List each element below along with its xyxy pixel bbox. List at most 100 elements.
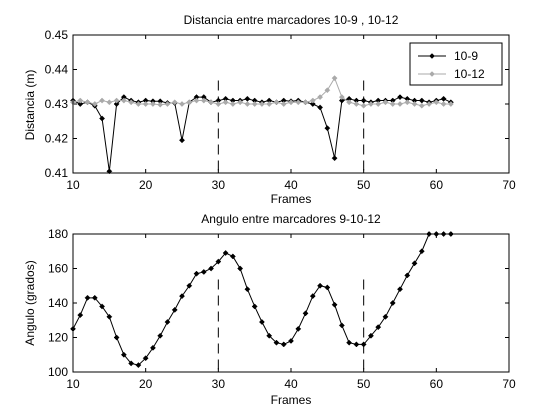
data-point (77, 312, 84, 319)
data-point (200, 97, 207, 104)
x-tick-label: 20 (139, 377, 153, 391)
data-point (222, 250, 229, 256)
data-point (375, 324, 382, 331)
x-tick-label: 60 (430, 178, 444, 192)
data-point (193, 97, 200, 104)
legend-swatch-marker (429, 71, 435, 77)
data-point (171, 99, 178, 106)
data-point (244, 95, 251, 102)
data-point (397, 286, 403, 293)
distance-chart-ylabel: Distancia (m) (23, 70, 37, 141)
x-tick-label: 20 (139, 178, 153, 192)
data-point (317, 104, 324, 111)
data-point (302, 99, 309, 106)
data-point (288, 99, 294, 106)
data-point (164, 101, 171, 107)
data-point (113, 334, 120, 341)
data-point (273, 99, 280, 106)
angle-chart-title: Angulo entre marcadores 9-10-12 (201, 212, 381, 226)
angle-chart-ylabel: Angulo (grados) (23, 260, 37, 345)
y-tick-label: 120 (48, 331, 68, 345)
data-point (418, 248, 425, 255)
data-point (331, 75, 338, 82)
x-tick-label: 50 (357, 178, 371, 192)
data-point (440, 95, 447, 102)
data-point (309, 97, 316, 104)
y-tick-label: 140 (48, 296, 68, 310)
data-point (440, 101, 447, 107)
y-tick-label: 100 (48, 365, 68, 379)
data-point (273, 339, 280, 346)
data-point (353, 101, 360, 107)
data-point (346, 99, 353, 106)
data-point (418, 97, 425, 104)
x-tick-label: 30 (212, 178, 226, 192)
x-tick-label: 70 (502, 377, 516, 391)
data-point (171, 306, 178, 313)
data-point (426, 101, 433, 107)
data-point (331, 155, 338, 162)
angle-chart-frame (72, 233, 510, 373)
y-tick-label: 180 (48, 227, 68, 241)
data-point (113, 101, 120, 107)
data-point (331, 301, 338, 308)
legend-entry-10-9: 10-9 (418, 49, 478, 63)
legend-label: 10-9 (454, 49, 478, 63)
series-line (72, 233, 451, 366)
data-point (317, 282, 324, 289)
distance-chart-frame (72, 34, 510, 174)
data-point (142, 101, 149, 107)
data-point (77, 101, 84, 107)
y-tick-label: 0.44 (45, 63, 69, 77)
data-point (353, 341, 360, 348)
x-tick-label: 30 (212, 377, 226, 391)
data-point (120, 351, 127, 358)
data-point (106, 313, 113, 320)
data-point (142, 355, 149, 362)
data-point (280, 101, 287, 107)
data-point (237, 265, 244, 272)
y-tick-label: 0.43 (45, 97, 69, 111)
data-point (164, 319, 171, 325)
y-tick-label: 0.41 (45, 166, 69, 180)
data-point (258, 319, 265, 325)
data-point (338, 94, 345, 101)
angle-chart: Angulo entre marcadores 9-10-12 Angulo (… (23, 212, 516, 407)
data-point (404, 272, 411, 279)
data-point (338, 97, 345, 104)
data-point (229, 253, 236, 260)
data-point (266, 332, 273, 339)
data-point (149, 344, 156, 351)
data-point (244, 286, 251, 293)
data-point (186, 282, 193, 289)
data-point (91, 294, 98, 301)
data-point (317, 94, 324, 101)
data-point (411, 101, 418, 107)
data-point (84, 99, 91, 106)
data-point (179, 137, 185, 144)
legend-swatch-marker (429, 53, 435, 59)
data-point (179, 293, 185, 300)
series-angle (70, 231, 454, 369)
data-point (157, 332, 164, 339)
data-point (208, 265, 215, 272)
data-point (382, 313, 389, 320)
distance-chart-xlabel: Frames (271, 192, 312, 206)
data-point (433, 99, 440, 106)
legend-label: 10-12 (454, 67, 485, 81)
data-point (106, 99, 113, 106)
data-point (404, 99, 411, 106)
x-tick-label: 50 (357, 377, 371, 391)
data-point (208, 99, 215, 106)
data-point (99, 303, 106, 310)
data-point (258, 101, 265, 107)
data-point (367, 332, 374, 339)
data-point (418, 102, 425, 109)
data-point (397, 101, 403, 107)
data-point (324, 284, 331, 291)
data-point (244, 101, 251, 107)
data-point (280, 341, 287, 348)
data-point (251, 303, 258, 310)
data-point (91, 101, 98, 107)
